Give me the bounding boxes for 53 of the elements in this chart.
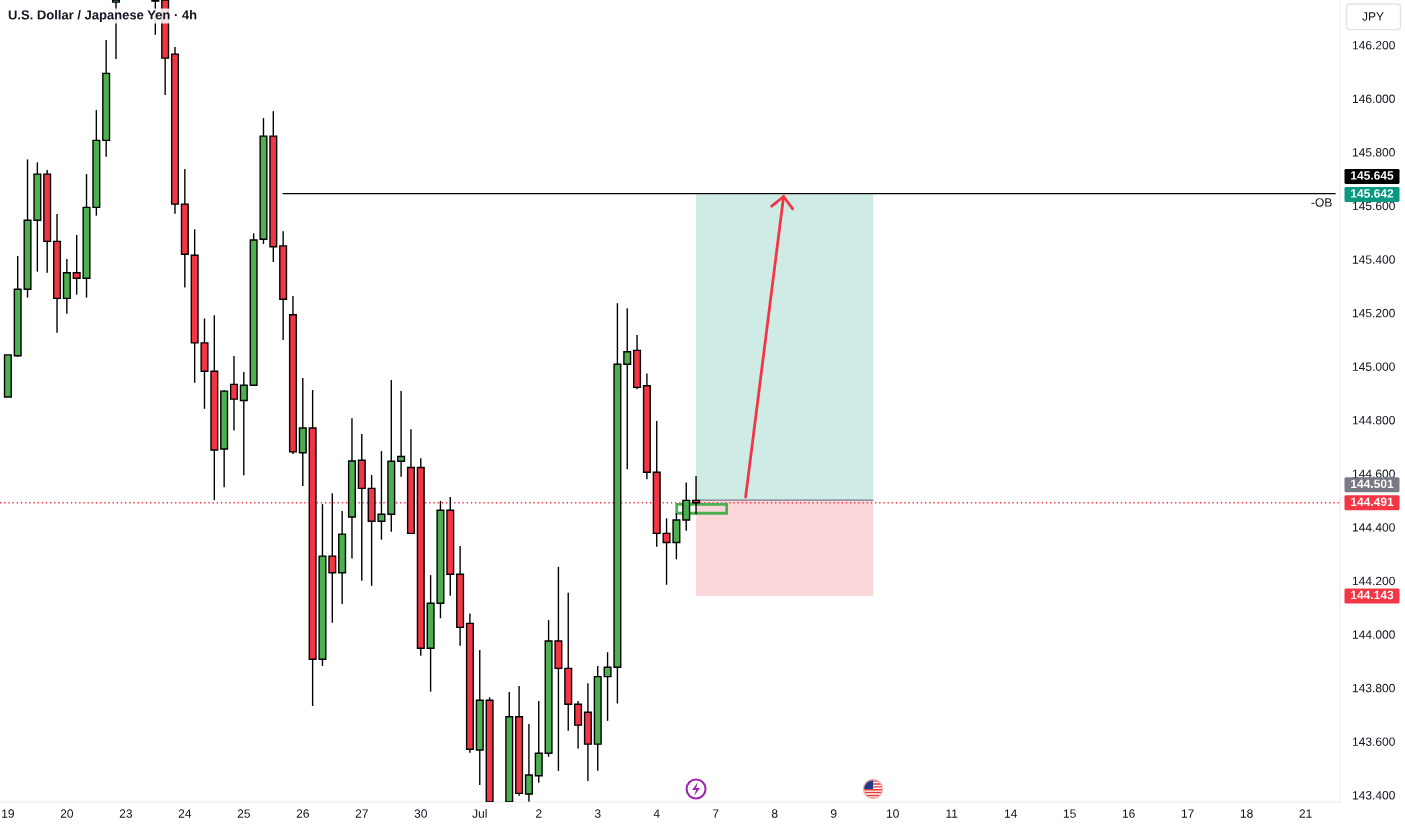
x-tick-label: 4: [653, 809, 660, 818]
y-tick-label: 145.000: [1352, 362, 1395, 371]
x-tick-label: 8: [771, 809, 778, 818]
y-tick-label: 144.600: [1352, 469, 1395, 479]
text: 144.501: [1351, 479, 1394, 489]
y-tick-label: 146.200: [1352, 40, 1395, 50]
y-tick-label: 144.800: [1352, 415, 1395, 425]
x-tick-label: 2: [536, 809, 542, 818]
y-tick-label: 144.000: [1352, 630, 1395, 639]
x-tick-label: 15: [1063, 809, 1076, 818]
y-tick-label: 144.400: [1352, 523, 1395, 532]
x-tick-label: 17: [1181, 809, 1194, 818]
series-label: -OB: [1311, 198, 1332, 207]
x-tick-label: 11: [946, 809, 958, 818]
y-tick-label: 143.800: [1352, 683, 1395, 693]
x-tick-label: 19: [2, 809, 14, 818]
y-tick-label: 145.400: [1352, 255, 1395, 264]
x-tick-label: 24: [178, 809, 192, 818]
candlestick: [574, 700, 583, 750]
x-tick-label: 3: [594, 809, 601, 818]
x-tick-label: Jul: [472, 809, 487, 818]
x-tick-label: 25: [237, 809, 250, 818]
x-tick-label: 9: [830, 809, 837, 818]
candlestick: [239, 371, 248, 476]
candlestick: [397, 390, 406, 478]
x-tick-label: 18: [1240, 809, 1253, 818]
ref-line-label: 144.491: [1351, 497, 1394, 507]
text: 145.642: [1351, 189, 1394, 198]
candlestick: [623, 307, 632, 471]
x-tick-label: 14: [1004, 809, 1017, 818]
data-label: 145.645: [1351, 171, 1394, 180]
y-tick-label: 144.200: [1352, 576, 1395, 586]
y-tick-label: 145.800: [1352, 148, 1395, 157]
x-tick-label: 27: [355, 809, 368, 818]
y-tick-label: 143.600: [1352, 737, 1395, 746]
candlestick: [229, 355, 239, 432]
x-tick-label: 30: [414, 809, 427, 818]
y-tick-label: 146.000: [1352, 94, 1395, 104]
x-tick-label: 21: [1299, 809, 1312, 818]
x-tick-label: 26: [296, 809, 309, 818]
x-tick-label: 23: [119, 809, 132, 818]
text: U.S. Dollar / Japanese Yen · 4h: [8, 9, 197, 23]
x-tick-label: 20: [60, 809, 74, 818]
candlestick: [534, 700, 543, 784]
candlestick: [524, 723, 533, 802]
y-tick-label: 145.600: [1352, 201, 1395, 211]
x-tick-label: 7: [712, 809, 719, 818]
y-axis-title: JPY: [1362, 12, 1384, 21]
x-tick-label: 10: [886, 809, 899, 818]
x-tick-label: 16: [1122, 809, 1135, 818]
text: 144.143: [1351, 590, 1394, 600]
y-tick-label: 145.200: [1352, 308, 1395, 318]
y-tick-label: 143.400: [1352, 791, 1395, 800]
